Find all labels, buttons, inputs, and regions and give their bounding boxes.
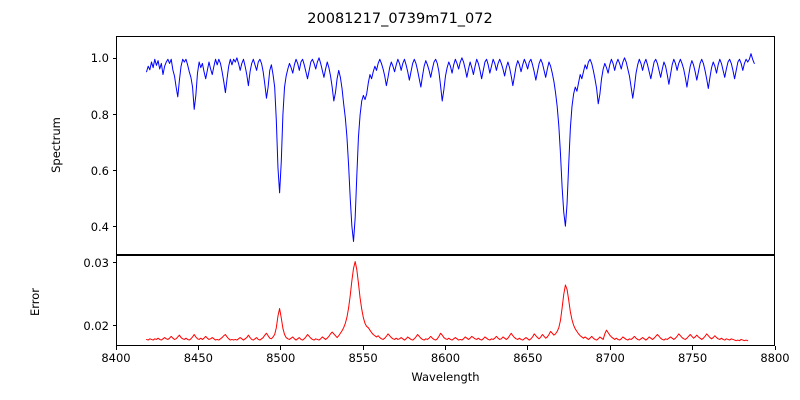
x-tick-label: 8550 <box>348 351 378 365</box>
x-tick-label: 8800 <box>760 351 790 365</box>
y-tick-mark-error <box>112 325 116 327</box>
x-tick-mark <box>527 346 529 350</box>
x-tick-label: 8750 <box>677 351 708 365</box>
y-tick-label-spectrum: 0.8 <box>90 107 109 122</box>
x-tick-label: 8600 <box>430 351 461 365</box>
page-title: 20081217_0739m71_072 <box>307 11 493 27</box>
x-tick-mark <box>362 346 364 350</box>
y-axis-label-error: Error <box>28 287 42 317</box>
y-tick-mark-spectrum <box>112 114 116 116</box>
spectrum-series <box>117 37 774 254</box>
x-tick-label: 8500 <box>266 351 296 365</box>
y-tick-label-spectrum: 0.4 <box>90 219 109 234</box>
y-tick-mark-error <box>112 262 116 264</box>
y-tick-label-spectrum: 0.6 <box>90 163 109 178</box>
y-tick-label-error: 0.02 <box>83 318 109 333</box>
x-tick-label: 8450 <box>183 351 214 365</box>
x-tick-mark <box>115 346 117 350</box>
x-tick-label: 8400 <box>101 351 131 365</box>
y-tick-mark-spectrum <box>112 57 116 59</box>
error-series <box>117 256 774 345</box>
y-tick-mark-spectrum <box>112 226 116 228</box>
y-tick-mark-spectrum <box>112 170 116 172</box>
x-axis-label: Wavelength <box>411 370 480 384</box>
x-tick-label: 8700 <box>595 351 625 365</box>
x-tick-label: 8650 <box>513 351 543 365</box>
x-tick-mark <box>609 346 611 350</box>
y-tick-label-spectrum: 1.0 <box>90 51 109 66</box>
error-plot-area <box>116 255 775 346</box>
y-tick-label-error: 0.03 <box>83 255 109 270</box>
y-axis-label-spectrum: Spectrum <box>49 117 63 173</box>
spectrum-plot-area <box>116 36 775 255</box>
x-tick-mark <box>692 346 694 350</box>
x-tick-mark <box>197 346 199 350</box>
x-tick-mark <box>445 346 447 350</box>
x-tick-mark <box>774 346 776 350</box>
x-tick-mark <box>280 346 282 350</box>
